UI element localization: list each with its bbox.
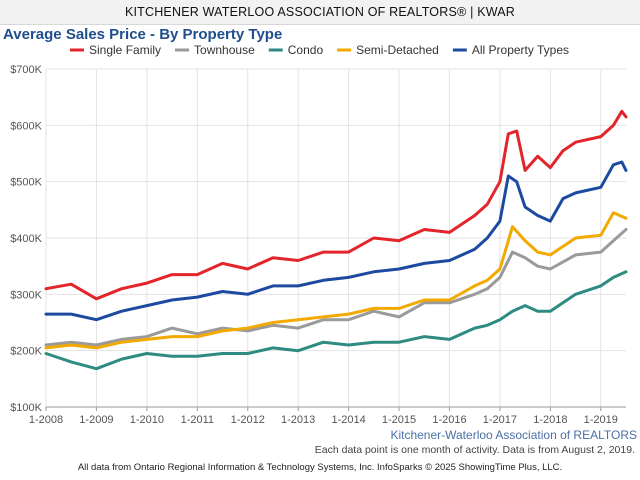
chart-title: Average Sales Price - By Property Type: [3, 26, 283, 43]
series-line-condo: [44, 270, 628, 371]
legend-label-townhouse: Townhouse: [194, 43, 255, 57]
legend-label-condo: Condo: [288, 43, 324, 57]
axes: $100K $200K $300K $400K $500K $600K $700K 1-200…: [10, 64, 626, 426]
footer-credits: All data from Ontario Regional Informati…: [77, 462, 563, 473]
x-tick-label: 1-2019: [584, 414, 618, 426]
series-line-all-property-types: [44, 160, 628, 322]
y-tick-label: $300K: [10, 289, 42, 301]
x-tick-label: 1-2010: [130, 414, 164, 426]
y-tick-label: $600K: [10, 120, 42, 132]
x-tick-label: 1-2011: [181, 414, 214, 426]
series-lines: [44, 109, 628, 371]
series-line-townhouse: [44, 228, 628, 347]
x-tick-label: 1-2008: [29, 414, 63, 426]
source-label[interactable]: Kitchener-Waterloo Association of REALTO…: [390, 428, 637, 442]
legend-label-semi-detached: Semi-Detached: [356, 43, 439, 57]
grid-lines: [45, 68, 626, 408]
top-banner: KITCHENER WATERLOO ASSOCIATION OF REALTO…: [0, 0, 640, 25]
series-line-semi-detached: [44, 211, 628, 350]
y-tick-label: $700K: [10, 64, 42, 76]
legend-label-all-property-types: All Property Types: [472, 43, 569, 57]
legend: Single Family Townhouse Condo Semi-Detached…: [70, 43, 569, 57]
x-tick-label: 1-2009: [79, 414, 113, 426]
legend-label-single-family: Single Family: [89, 43, 161, 57]
y-tick-label: $400K: [10, 233, 42, 245]
y-tick-label: $200K: [10, 346, 42, 358]
x-tick-label: 1-2015: [382, 414, 416, 426]
series-line-single-family: [44, 109, 628, 301]
y-tick-label: $100K: [10, 402, 42, 414]
y-tick-label: $500K: [10, 177, 42, 189]
x-tick-label: 1-2014: [331, 414, 365, 426]
x-tick-label: 1-2017: [483, 414, 517, 426]
x-tick-label: 1-2012: [231, 414, 265, 426]
x-tick-label: 1-2013: [281, 414, 315, 426]
x-tick-label: 1-2018: [533, 414, 567, 426]
data-note: Each data point is one month of activity…: [314, 444, 635, 456]
x-tick-label: 1-2016: [432, 414, 466, 426]
